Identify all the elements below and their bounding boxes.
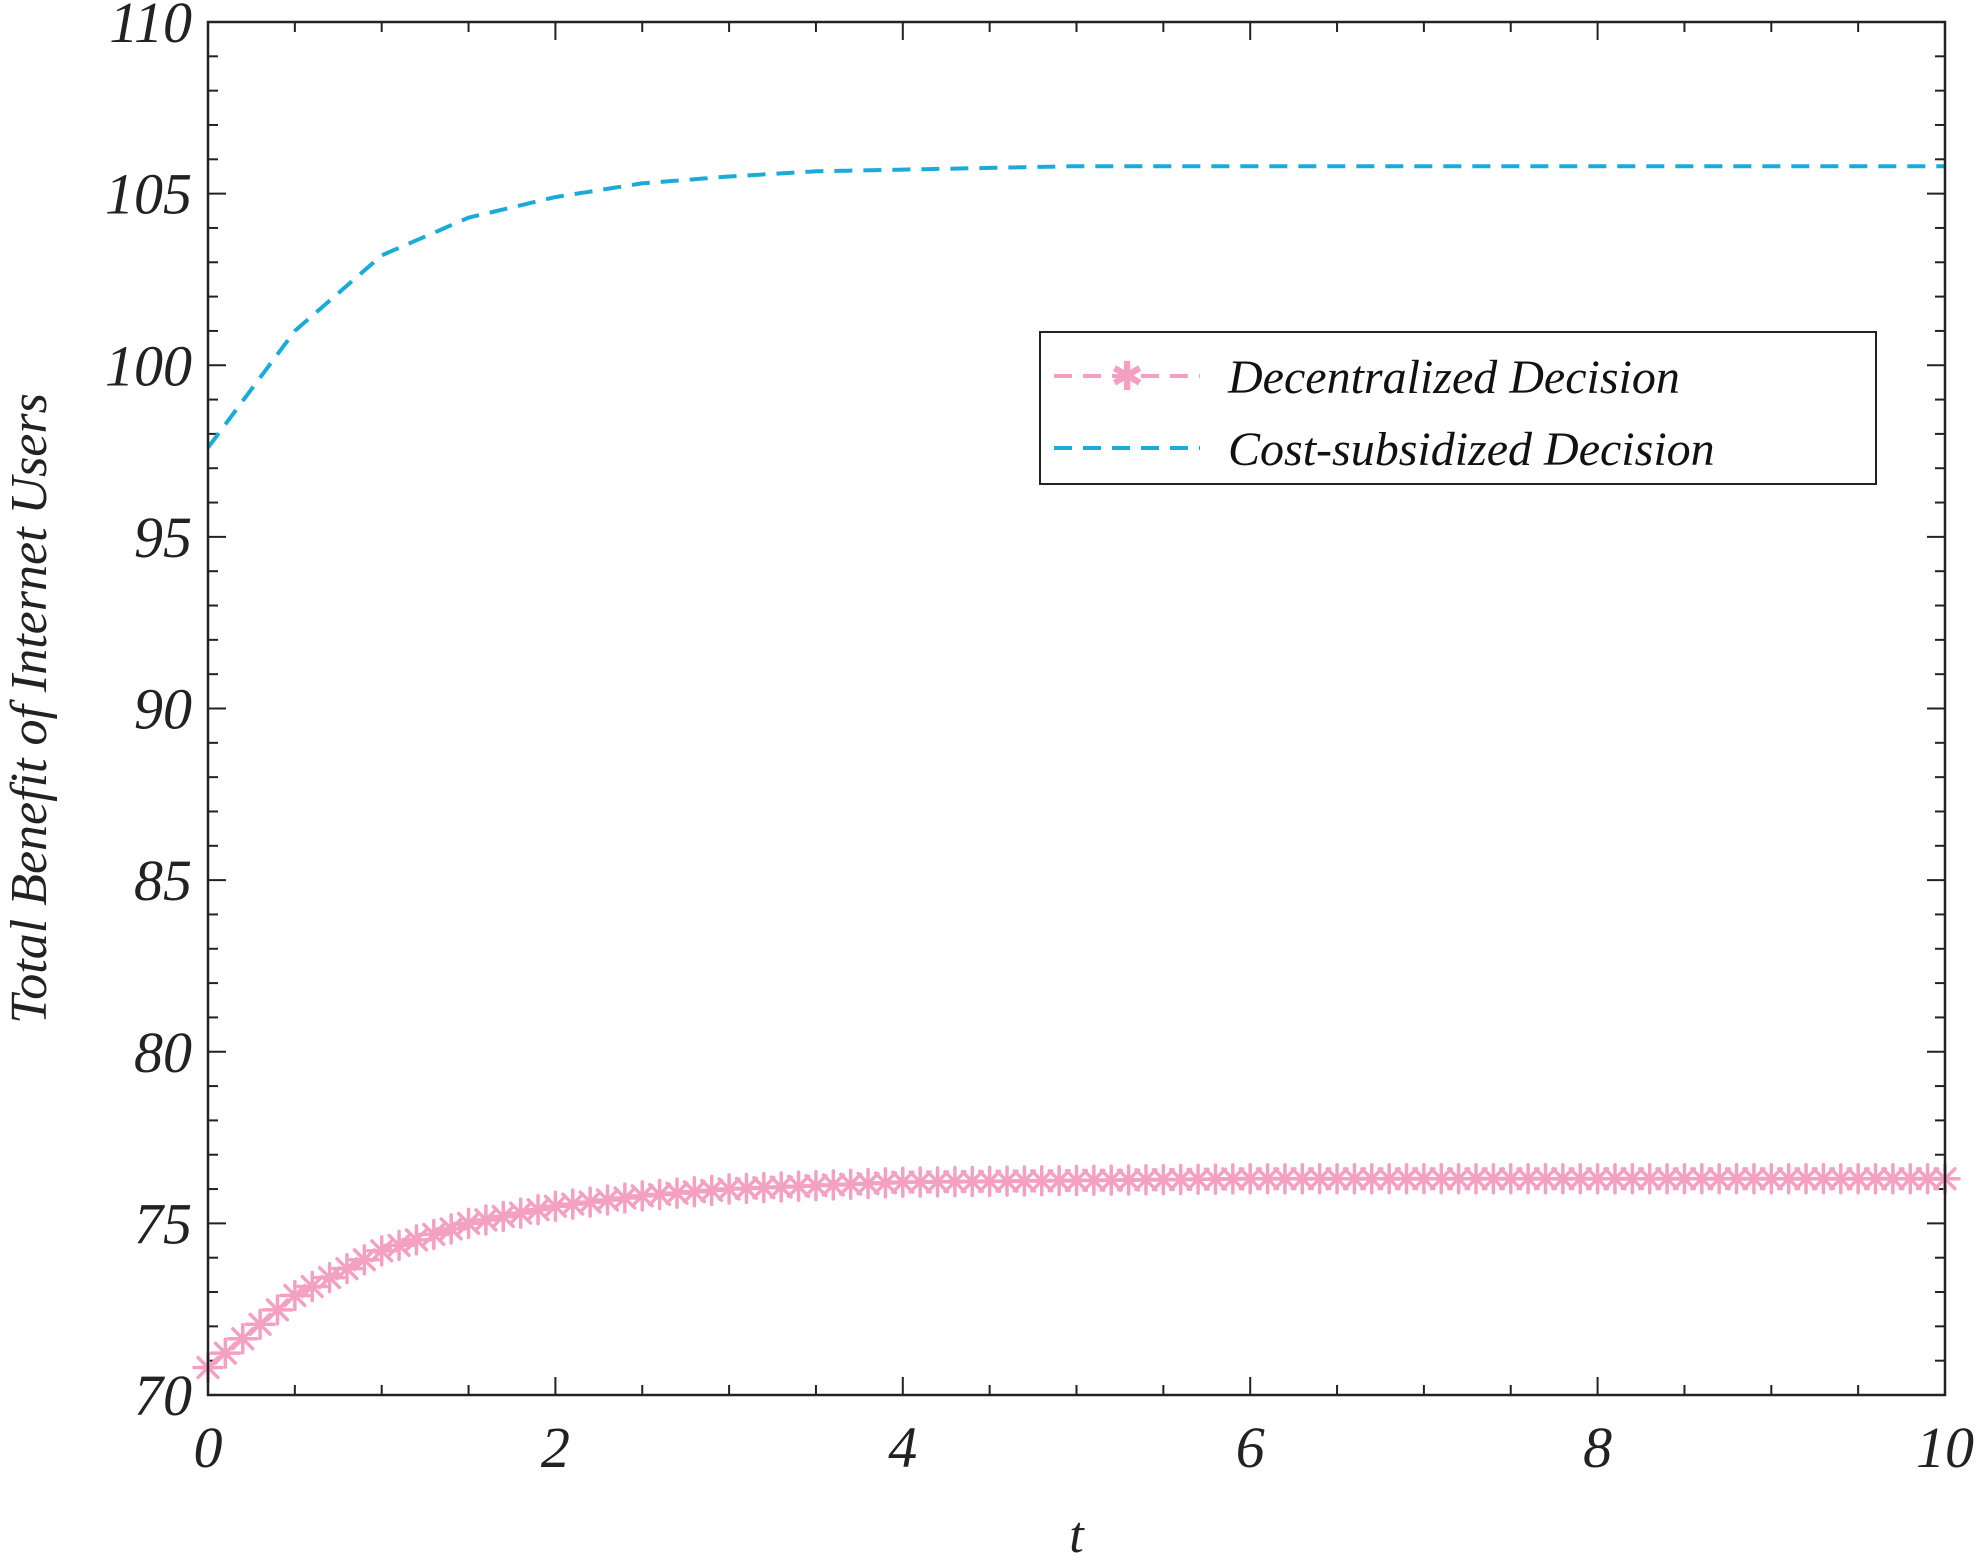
- series-marker: [522, 1193, 554, 1226]
- series-marker: [209, 1337, 242, 1369]
- y-tick-label: 80: [134, 1020, 192, 1085]
- legend-label-cost-subsidized: Cost-subsidized Decision: [1228, 423, 1715, 476]
- legend-marker-asterisk: ✱: [1110, 354, 1144, 400]
- x-tick-label: 8: [1583, 1415, 1612, 1480]
- y-tick-label: 95: [134, 505, 192, 570]
- y-tick-label: 90: [134, 677, 192, 742]
- series-layer: [192, 164, 1961, 1384]
- x-tick-label: 10: [1916, 1415, 1974, 1480]
- plot-area-frame: [206, 20, 1947, 1397]
- series-marker: [921, 1166, 954, 1198]
- series-marker: [1199, 1163, 1232, 1195]
- series-marker: [887, 1166, 919, 1198]
- series-marker: [1790, 1163, 1822, 1195]
- legend: ✱ Decentralized Decision Cost-subsidized…: [1039, 331, 1877, 485]
- series-marker: [1390, 1163, 1423, 1195]
- series-marker: [1182, 1163, 1214, 1196]
- legend-box: [1039, 331, 1877, 485]
- series-line-1: [206, 164, 1945, 449]
- series-marker: [1008, 1165, 1041, 1197]
- series-marker: [1512, 1163, 1544, 1195]
- series-marker: [1112, 1164, 1145, 1196]
- series-marker: [1599, 1163, 1631, 1195]
- series-marker: [1842, 1163, 1874, 1195]
- tick-labels-layer: 0 2 4 6 8 10 70 75 80 85 90 95 100 105 110: [105, 0, 1974, 1480]
- series-marker: [661, 1177, 693, 1209]
- x-tick-label: 0: [194, 1415, 223, 1480]
- y-tick-label: 70: [134, 1363, 192, 1428]
- series-marker: [226, 1322, 259, 1355]
- series-marker: [1564, 1163, 1596, 1195]
- series-marker: [973, 1165, 1006, 1198]
- series-marker: [609, 1182, 641, 1214]
- x-tick-label: 4: [888, 1415, 917, 1480]
- x-tick-label: 2: [541, 1415, 570, 1480]
- y-tick-label: 100: [105, 333, 192, 398]
- series-marker: [1408, 1163, 1440, 1195]
- series-marker: [331, 1252, 363, 1285]
- series-marker: [1269, 1163, 1301, 1195]
- y-tick-label: 75: [134, 1191, 192, 1256]
- series-marker: [261, 1294, 294, 1326]
- legend-label-decentralized: Decentralized Decision: [1227, 351, 1680, 404]
- series-marker: [643, 1178, 676, 1211]
- x-axis-label: t: [1069, 1507, 1085, 1564]
- y-axis-label: Total Benefit of Internet Users: [1, 393, 58, 1024]
- series-marker: [244, 1308, 276, 1341]
- series-marker: [834, 1168, 867, 1200]
- y-tick-label: 105: [105, 162, 192, 227]
- y-tick-label: 85: [134, 848, 192, 913]
- x-tick-label: 6: [1236, 1415, 1265, 1480]
- series-marker: [1547, 1163, 1579, 1195]
- series-marker: [1234, 1163, 1266, 1195]
- y-tick-label: 110: [109, 0, 192, 55]
- series-marker: [296, 1270, 328, 1303]
